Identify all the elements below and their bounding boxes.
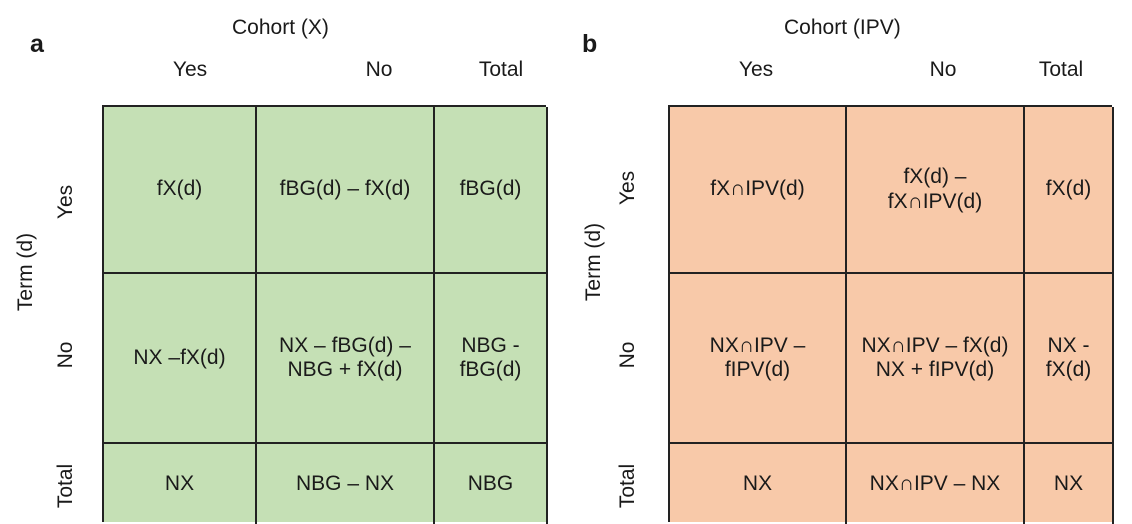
row-header-no: No — [54, 341, 77, 369]
row-header-yes: Yes — [616, 170, 639, 206]
cell-line: NBG + fX(d) — [287, 358, 403, 381]
cell-line: NX – fBG(d) – — [279, 333, 411, 357]
cell-line: NX — [742, 471, 773, 495]
term-axis-label: Term (d) — [14, 232, 37, 312]
cell-line: fX(d) — [1045, 177, 1092, 201]
cell-no-no: NX – fBG(d) – NBG + fX(d) — [257, 274, 435, 444]
cell-no-yes: NX∩IPV – fIPV(d) — [670, 274, 847, 444]
cell-total-no: NBG – NX — [257, 444, 435, 524]
term-axis-label: Term (d) — [582, 222, 605, 302]
contingency-table: fX(d) fBG(d) – fX(d) fBG(d) NX –fX(d) NX – f… — [102, 105, 548, 524]
cell-line: fBG(d) — [459, 177, 522, 201]
row-header-total: Total — [54, 463, 77, 509]
cell-no-yes: NX –fX(d) — [104, 274, 257, 444]
cell-line: NX + fIPV(d) — [875, 358, 995, 381]
cell-yes-no: fBG(d) – fX(d) — [257, 107, 435, 274]
panel-letter: b — [582, 30, 598, 58]
cell-line: fIPV(d) — [724, 358, 791, 381]
cell-line: fBG(d) – fX(d) — [279, 177, 411, 201]
cell-line: NX∩IPV – fX(d) — [861, 333, 1009, 357]
cell-total-total: NX — [1025, 444, 1114, 524]
cell-yes-yes: fX∩IPV(d) — [670, 107, 847, 274]
cell-no-no: NX∩IPV – fX(d) NX + fIPV(d) — [847, 274, 1025, 444]
column-header-yes: Yes — [172, 58, 208, 81]
cell-yes-no: fX(d) – fX∩IPV(d) — [847, 107, 1025, 274]
cell-line: NX — [1053, 471, 1084, 495]
cell-total-yes: NX — [104, 444, 257, 524]
column-header-total: Total — [478, 58, 524, 81]
column-header-no: No — [929, 58, 957, 81]
cell-line: fX(d) — [1045, 358, 1092, 381]
row-header-total: Total — [616, 463, 639, 509]
cell-line: fX∩IPV(d) — [710, 177, 805, 201]
cohort-title: Cohort (IPV) — [784, 16, 901, 39]
cell-line: NX∩IPV – — [709, 333, 806, 357]
panel-b: b Cohort (IPV) Yes No Total Term (d) Yes… — [566, 0, 1132, 524]
contingency-table: fX∩IPV(d) fX(d) – fX∩IPV(d) fX(d) NX∩IPV – fI… — [668, 105, 1114, 524]
cell-total-yes: NX — [670, 444, 847, 524]
cell-line: fX(d) — [156, 177, 203, 201]
cell-line: fX(d) – — [903, 165, 967, 189]
cell-line: NX∩IPV – NX — [869, 471, 1001, 495]
column-header-yes: Yes — [738, 58, 774, 81]
cell-yes-total: fBG(d) — [435, 107, 548, 274]
cell-yes-yes: fX(d) — [104, 107, 257, 274]
row-header-yes: Yes — [54, 184, 77, 220]
column-header-no: No — [365, 58, 393, 81]
cell-yes-total: fX(d) — [1025, 107, 1114, 274]
cell-line: NBG - — [461, 333, 520, 357]
panel-a: a Cohort (X) Yes No Total Term (d) Yes N… — [0, 0, 566, 524]
panel-letter: a — [30, 30, 44, 58]
cell-line: NX - — [1047, 333, 1090, 357]
cell-total-no: NX∩IPV – NX — [847, 444, 1025, 524]
cell-line: fBG(d) — [459, 358, 522, 381]
cell-no-total: NBG - fBG(d) — [435, 274, 548, 444]
cell-no-total: NX - fX(d) — [1025, 274, 1114, 444]
cell-line: NX — [164, 471, 195, 495]
cell-line: NBG — [467, 471, 514, 495]
cell-line: NBG – NX — [295, 471, 395, 495]
cell-line: NX –fX(d) — [133, 345, 226, 369]
cohort-title: Cohort (X) — [232, 16, 329, 39]
cell-line: fX∩IPV(d) — [887, 189, 983, 213]
column-header-total: Total — [1038, 58, 1084, 81]
cell-total-total: NBG — [435, 444, 548, 524]
row-header-no: No — [616, 341, 639, 369]
